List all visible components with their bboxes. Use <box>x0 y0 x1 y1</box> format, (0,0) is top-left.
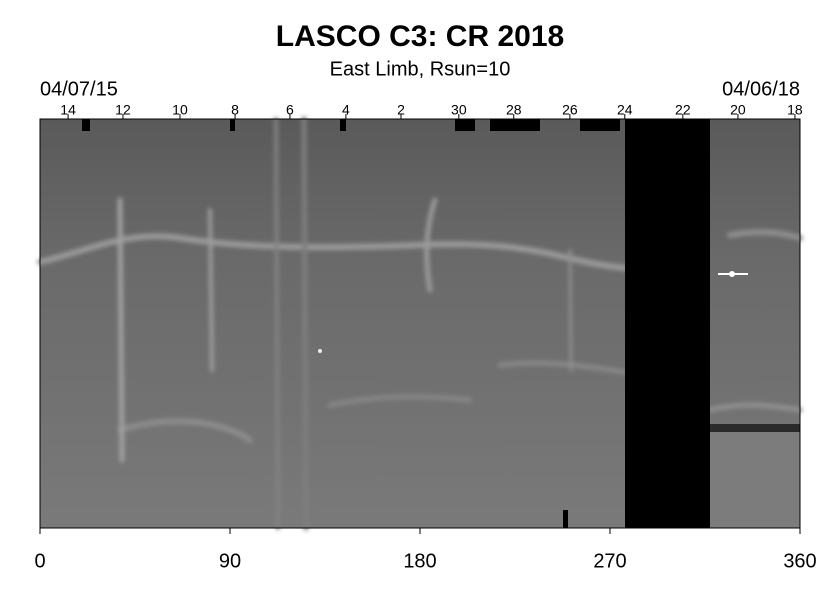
x-tick-label: 360 <box>783 550 816 572</box>
x-tick-label: 270 <box>593 550 626 572</box>
x-tick-label: 0 <box>34 550 45 572</box>
day-tick-label: 8 <box>231 102 239 118</box>
chart-subtitle: East Limb, Rsun=10 <box>330 58 511 80</box>
day-tick-label: 10 <box>172 102 188 118</box>
end-date: 04/06/18 <box>722 78 800 100</box>
day-tick-label: 12 <box>115 102 131 118</box>
x-tick-label: 180 <box>403 550 436 572</box>
day-tick-label: 30 <box>451 102 467 118</box>
day-tick-label: 28 <box>506 102 522 118</box>
day-tick-label: 24 <box>617 102 633 118</box>
day-tick-label: 2 <box>397 102 405 118</box>
day-tick-label: 6 <box>286 102 294 118</box>
x-tick-label: 90 <box>219 550 241 572</box>
map-image <box>37 116 803 531</box>
day-tick-label: 18 <box>787 102 803 118</box>
day-tick-label: 14 <box>60 102 76 118</box>
start-date: 04/07/15 <box>40 78 118 100</box>
chart-title: LASCO C3: CR 2018 <box>276 20 564 53</box>
day-tick-label: 4 <box>342 102 350 118</box>
day-tick-label: 26 <box>562 102 578 118</box>
day-tick-label: 20 <box>730 102 746 118</box>
day-tick-label: 22 <box>675 102 691 118</box>
